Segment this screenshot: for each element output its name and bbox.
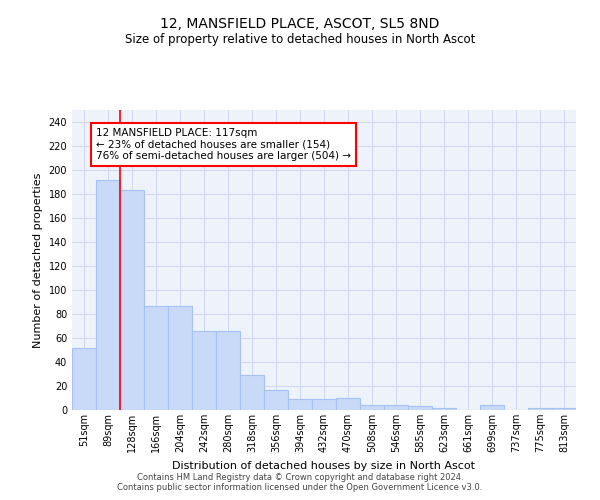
Bar [120,190,144,410]
Bar [216,331,240,410]
Text: Size of property relative to detached houses in North Ascot: Size of property relative to detached ho… [125,32,475,46]
Bar [336,398,360,410]
Bar [144,306,168,410]
Bar [552,408,576,410]
Bar [168,306,192,410]
Bar [240,375,264,410]
Bar [264,390,288,410]
Bar [72,348,96,410]
Bar [480,405,504,410]
Bar [432,408,456,410]
Bar [312,399,336,410]
X-axis label: Distribution of detached houses by size in North Ascot: Distribution of detached houses by size … [173,460,476,470]
Bar [408,406,432,410]
Bar [288,399,312,410]
Text: 12 MANSFIELD PLACE: 117sqm
← 23% of detached houses are smaller (154)
76% of sem: 12 MANSFIELD PLACE: 117sqm ← 23% of deta… [96,128,351,161]
Bar [96,180,120,410]
Bar [528,408,552,410]
Text: 12, MANSFIELD PLACE, ASCOT, SL5 8ND: 12, MANSFIELD PLACE, ASCOT, SL5 8ND [160,18,440,32]
Bar [192,331,216,410]
Bar [384,405,408,410]
Bar [360,405,384,410]
Text: Contains HM Land Registry data © Crown copyright and database right 2024.
Contai: Contains HM Land Registry data © Crown c… [118,473,482,492]
Y-axis label: Number of detached properties: Number of detached properties [33,172,43,348]
